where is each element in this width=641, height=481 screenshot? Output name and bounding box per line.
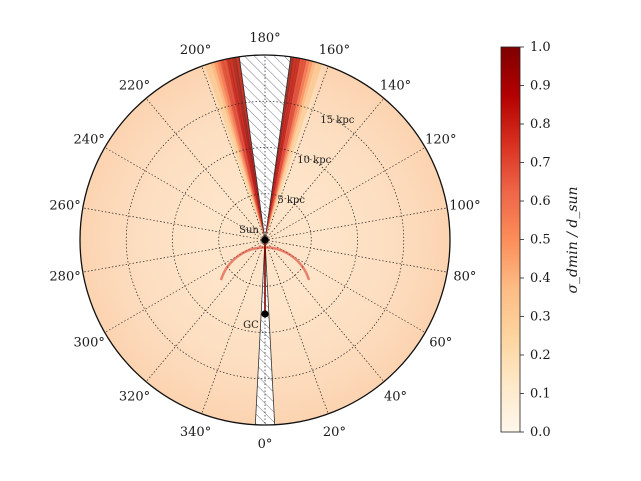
angular-tick-label: 280° <box>49 269 80 284</box>
grid-spoke <box>264 207 448 241</box>
colorbar-tick-label: 0.3 <box>530 310 551 325</box>
angular-tick-label: 80° <box>453 269 476 284</box>
colorbar-tick-label: 0.9 <box>530 79 551 94</box>
angular-tick-label: 240° <box>74 133 105 148</box>
grid-spoke <box>104 239 266 333</box>
polar-grid <box>82 55 448 425</box>
colorbar-tick-label: 0.4 <box>530 271 551 286</box>
grid-spoke <box>145 98 266 241</box>
grid-spoke <box>82 239 266 273</box>
colorbar-tick-label: 0.1 <box>530 387 551 402</box>
angular-tick-label: 160° <box>319 43 350 58</box>
angular-tick-label: 100° <box>449 199 480 214</box>
angular-tick-label: 300° <box>74 336 105 351</box>
grid-spoke <box>264 239 385 382</box>
point-label: GC <box>243 320 259 331</box>
grid-spoke <box>145 239 266 382</box>
point-marker <box>261 236 269 244</box>
grid-spoke <box>264 66 329 241</box>
grid-spoke <box>201 66 266 241</box>
colorbar-label: σ_dmin / d_sun <box>565 186 581 293</box>
grid-ring <box>125 100 405 380</box>
radial-ring-label: 10 kpc <box>297 155 331 166</box>
colorbar-tick-label: 0.6 <box>530 194 551 209</box>
grid-spoke <box>201 239 266 414</box>
colorbar-ticks: 0.0 0.1 0.2 0.3 0.4 0.5 0.6 0.7 0.8 0.9 1.0 <box>520 40 551 440</box>
radial-ring-labels: 5 kpc 10 kpc 15 kpc <box>277 115 354 206</box>
grid-spoke <box>264 239 448 273</box>
radial-ring-label: 5 kpc <box>277 195 305 206</box>
angular-tick-label: 40° <box>384 390 407 405</box>
colorbar-tick-label: 0.8 <box>530 117 551 132</box>
angular-tick-label: 320° <box>119 390 150 405</box>
grid-spoke <box>264 147 426 241</box>
angular-tick-label: 20° <box>323 425 346 440</box>
colorbar-tick-label: 0.0 <box>530 425 551 440</box>
angular-tick-label: 60° <box>429 336 452 351</box>
angular-tick-label: 120° <box>425 133 456 148</box>
colorbar-tick-label: 0.5 <box>530 233 551 248</box>
angular-tick-label: 140° <box>380 78 411 93</box>
marked-points: Sun GC <box>219 225 311 331</box>
point-label: Sun <box>239 225 259 236</box>
grid-spoke <box>264 239 329 414</box>
plot-border <box>79 54 451 426</box>
angular-tick-label: 200° <box>180 43 211 58</box>
angular-tick-label: 0° <box>258 437 273 452</box>
colorbar-tick-label: 0.2 <box>530 348 551 363</box>
colorbar-tick-label: 1.0 <box>530 40 551 55</box>
grid-spoke <box>264 239 426 333</box>
angular-tick-label: 180° <box>249 31 280 46</box>
colorbar: 0.0 0.1 0.2 0.3 0.4 0.5 0.6 0.7 0.8 0.9 1.0 σ_dmin… <box>500 40 581 440</box>
grid-spoke <box>82 207 266 241</box>
radial-ring-label: 15 kpc <box>320 115 354 126</box>
colorbar-gradient <box>500 46 521 433</box>
grid-spoke <box>104 147 266 241</box>
angular-tick-label: 340° <box>180 425 211 440</box>
colorbar-tick-label: 0.7 <box>530 156 551 171</box>
angular-tick-label: 220° <box>119 78 150 93</box>
grid-spoke <box>264 98 385 241</box>
angular-tick-label: 260° <box>49 199 80 214</box>
angular-tick-labels: 0° 20° 40° 60° 80° 100° 120° 140° 160° 180° 200° 22… <box>49 31 480 452</box>
point-marker <box>261 310 269 318</box>
